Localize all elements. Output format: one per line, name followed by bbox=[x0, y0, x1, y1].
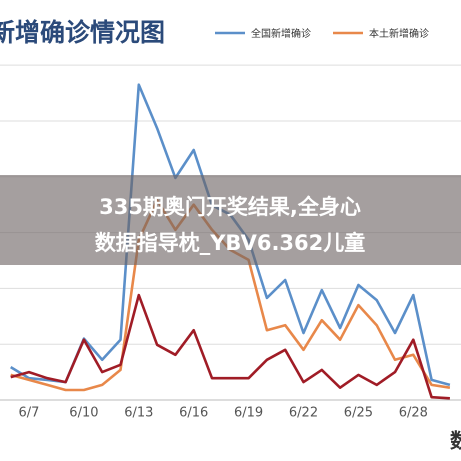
series-line bbox=[10, 293, 450, 400]
corner-text: 数 bbox=[450, 429, 461, 453]
overlay-band bbox=[0, 175, 461, 265]
overlay-text: 数据指导枕_YBV6.362儿童 bbox=[95, 231, 366, 255]
x-tick-label: 6/19 bbox=[234, 406, 263, 421]
chart-title: 新增确诊情况图 bbox=[0, 18, 165, 47]
legend-label: 本土新增确诊 bbox=[369, 27, 429, 40]
x-tick-label: 6/10 bbox=[69, 406, 98, 421]
legend-label: 全国新增确诊 bbox=[251, 27, 311, 40]
x-tick-label: 6/7 bbox=[19, 406, 40, 421]
x-tick-label: 6/13 bbox=[124, 406, 153, 421]
x-tick-label: 6/16 bbox=[179, 406, 208, 421]
x-tick-label: 6/22 bbox=[289, 406, 318, 421]
x-tick-label: 6/25 bbox=[344, 406, 373, 421]
x-tick-label: 6/28 bbox=[399, 406, 428, 421]
overlay-text: 335期奥门开奖结果,全身心 bbox=[99, 195, 361, 219]
